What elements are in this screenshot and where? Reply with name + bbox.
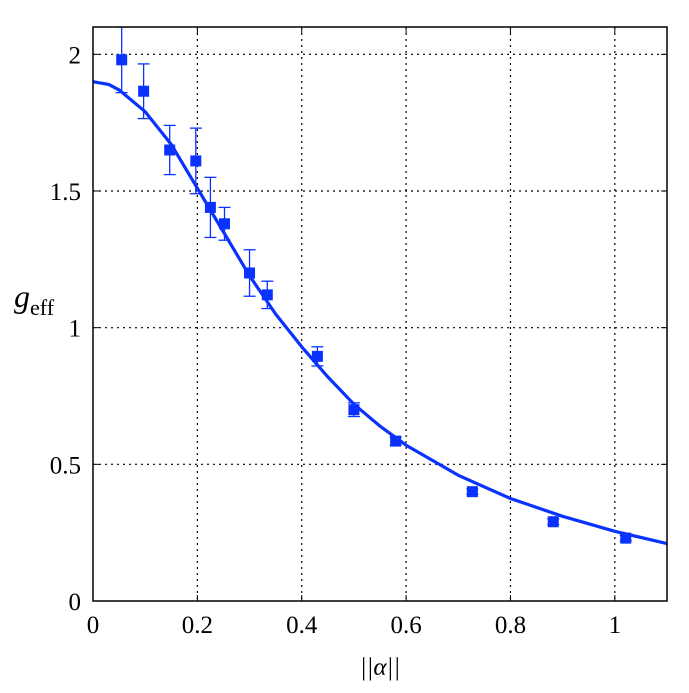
theory-curve	[93, 80, 667, 546]
data-point	[115, 27, 128, 94]
data-point	[466, 486, 479, 498]
y-tick-label: 1.5	[50, 179, 81, 206]
data-marker	[547, 516, 559, 528]
data-marker	[620, 532, 632, 544]
x-tick-label: 0	[87, 612, 100, 639]
data-point	[163, 124, 176, 176]
y-axis-label: geff	[14, 278, 55, 320]
data-marker	[390, 435, 402, 447]
data-marker	[311, 350, 323, 362]
data-marks	[93, 27, 667, 546]
data-marker	[116, 54, 128, 66]
y-tick-label: 1	[69, 316, 82, 343]
x-tick-label: 0.6	[390, 612, 421, 639]
x-axis-label: ||α||	[360, 654, 401, 681]
x-tick-label: 0.2	[182, 612, 213, 639]
y-tick-label: 0	[69, 589, 82, 616]
ticks: 0 0.2 0.4 0.6 0.8 1 0 0.5 1 1.5 2	[50, 27, 667, 639]
data-marker	[348, 404, 360, 416]
grid	[93, 27, 667, 601]
y-tick-label: 2	[69, 42, 82, 69]
x-tick-label: 0.8	[495, 612, 526, 639]
data-marker	[164, 144, 176, 156]
y-tick-label: 0.5	[50, 452, 81, 479]
data-marker	[190, 155, 202, 167]
data-marker	[138, 85, 150, 97]
x-tick-label: 0.4	[286, 612, 318, 639]
data-marker	[218, 218, 230, 230]
x-tick-label: 1	[609, 612, 622, 639]
data-marker	[261, 289, 273, 301]
plot-frame	[92, 26, 668, 602]
data-point	[547, 516, 560, 528]
data-marker	[466, 486, 478, 498]
